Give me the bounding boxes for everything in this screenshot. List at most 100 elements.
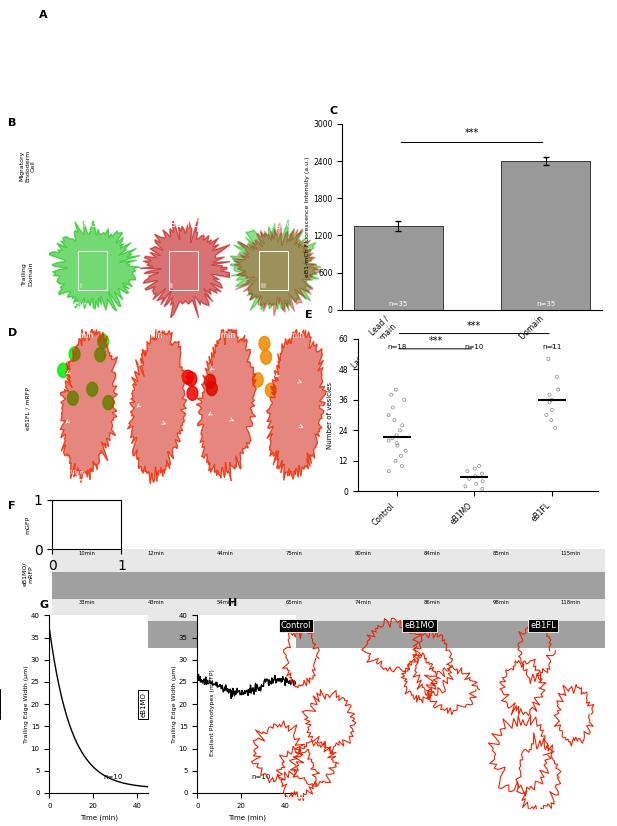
Bar bbox=[536, 572, 605, 599]
Bar bbox=[122, 621, 191, 648]
Point bbox=[386, 388, 396, 401]
Bar bbox=[260, 621, 328, 648]
Bar bbox=[122, 549, 191, 572]
Text: 65min: 65min bbox=[286, 601, 302, 605]
Point bbox=[397, 459, 407, 472]
Point bbox=[550, 421, 560, 434]
Text: eB1-mCh: eB1-mCh bbox=[166, 220, 204, 229]
Text: eB1MO/
mRFP: eB1MO/ mRFP bbox=[22, 562, 33, 586]
Text: iii: iii bbox=[260, 282, 266, 288]
Text: 5min: 5min bbox=[428, 91, 448, 99]
Point bbox=[463, 464, 473, 477]
Text: n=35: n=35 bbox=[389, 301, 408, 306]
Text: n=10: n=10 bbox=[465, 344, 484, 349]
Text: n=10: n=10 bbox=[104, 774, 123, 780]
Text: mGFP: mGFP bbox=[25, 515, 30, 534]
Point bbox=[384, 408, 394, 421]
Text: 75min: 75min bbox=[286, 551, 302, 556]
Text: i: i bbox=[79, 282, 81, 288]
Point bbox=[552, 370, 562, 383]
Text: ***: *** bbox=[465, 127, 479, 137]
Text: iii: iii bbox=[235, 325, 242, 334]
Bar bbox=[260, 572, 328, 599]
Text: B: B bbox=[8, 117, 17, 128]
Polygon shape bbox=[267, 330, 326, 481]
Text: eB1MO: eB1MO bbox=[404, 621, 435, 630]
Bar bbox=[466, 621, 536, 648]
Text: 118min: 118min bbox=[560, 601, 580, 605]
Polygon shape bbox=[67, 392, 78, 406]
Text: 84min: 84min bbox=[424, 551, 441, 556]
Text: ***: *** bbox=[428, 336, 442, 346]
Text: 74min: 74min bbox=[355, 601, 371, 605]
Point bbox=[465, 472, 474, 486]
Point bbox=[470, 469, 480, 482]
Text: ii: ii bbox=[170, 282, 174, 288]
X-axis label: Time (min): Time (min) bbox=[228, 814, 266, 821]
Polygon shape bbox=[103, 396, 114, 410]
Text: 3min: 3min bbox=[317, 91, 337, 99]
Polygon shape bbox=[87, 382, 97, 396]
Text: n=10: n=10 bbox=[252, 774, 271, 780]
Text: E: E bbox=[305, 311, 313, 320]
Polygon shape bbox=[228, 220, 323, 311]
Text: 54min: 54min bbox=[217, 601, 233, 605]
Bar bbox=[502, 161, 590, 310]
Text: D: D bbox=[8, 328, 17, 338]
Point bbox=[553, 383, 563, 396]
Bar bbox=[52, 621, 122, 648]
Text: eB1FL: eB1FL bbox=[530, 621, 556, 630]
Point bbox=[399, 393, 409, 406]
Text: 80min: 80min bbox=[355, 551, 371, 556]
Bar bbox=[191, 572, 260, 599]
Point bbox=[549, 339, 558, 353]
Polygon shape bbox=[58, 363, 68, 377]
Point bbox=[392, 429, 402, 442]
Polygon shape bbox=[183, 370, 193, 384]
Text: 10μm: 10μm bbox=[69, 470, 85, 475]
Polygon shape bbox=[265, 383, 276, 397]
Point bbox=[396, 449, 406, 463]
Point bbox=[397, 419, 407, 432]
Point bbox=[395, 424, 405, 437]
Y-axis label: eB1-mCh Fluorescence Intensity (a.u.): eB1-mCh Fluorescence Intensity (a.u.) bbox=[305, 157, 310, 277]
Bar bbox=[52, 549, 122, 572]
Text: Merged: Merged bbox=[260, 220, 291, 229]
Polygon shape bbox=[98, 335, 109, 349]
Point bbox=[387, 431, 397, 444]
Text: Trailing
Domain: Trailing Domain bbox=[22, 261, 33, 286]
Bar bbox=[52, 572, 122, 599]
Text: 4min: 4min bbox=[144, 331, 163, 340]
Text: 85min: 85min bbox=[493, 551, 510, 556]
Polygon shape bbox=[187, 387, 198, 401]
Text: eB1FL / mRFP: eB1FL / mRFP bbox=[25, 387, 30, 430]
Bar bbox=[328, 621, 397, 648]
Text: ii: ii bbox=[144, 325, 149, 334]
Bar bbox=[122, 572, 191, 599]
Bar bbox=[397, 549, 466, 572]
Bar bbox=[397, 621, 466, 648]
Polygon shape bbox=[252, 373, 263, 387]
Point bbox=[384, 464, 394, 477]
Text: i: i bbox=[54, 325, 56, 334]
Text: F: F bbox=[8, 501, 16, 510]
Text: 98min: 98min bbox=[493, 601, 510, 605]
Text: 10min: 10min bbox=[211, 331, 235, 340]
Text: Control: Control bbox=[281, 621, 312, 630]
Polygon shape bbox=[138, 218, 239, 318]
Point bbox=[392, 436, 402, 449]
Bar bbox=[191, 621, 260, 648]
Polygon shape bbox=[232, 222, 321, 316]
Y-axis label: Number of vesicles: Number of vesicles bbox=[327, 382, 333, 449]
Bar bbox=[466, 549, 536, 572]
Text: 10min: 10min bbox=[78, 551, 96, 556]
Bar bbox=[78, 251, 107, 290]
Text: 115min: 115min bbox=[560, 551, 580, 556]
Text: 25μm: 25μm bbox=[74, 301, 90, 307]
Text: 12min: 12min bbox=[147, 551, 164, 556]
Bar bbox=[328, 549, 397, 572]
Bar bbox=[397, 599, 466, 621]
Y-axis label: Trailing Edge Width (μm): Trailing Edge Width (μm) bbox=[172, 666, 177, 743]
Point bbox=[384, 434, 394, 447]
Point bbox=[460, 480, 470, 493]
